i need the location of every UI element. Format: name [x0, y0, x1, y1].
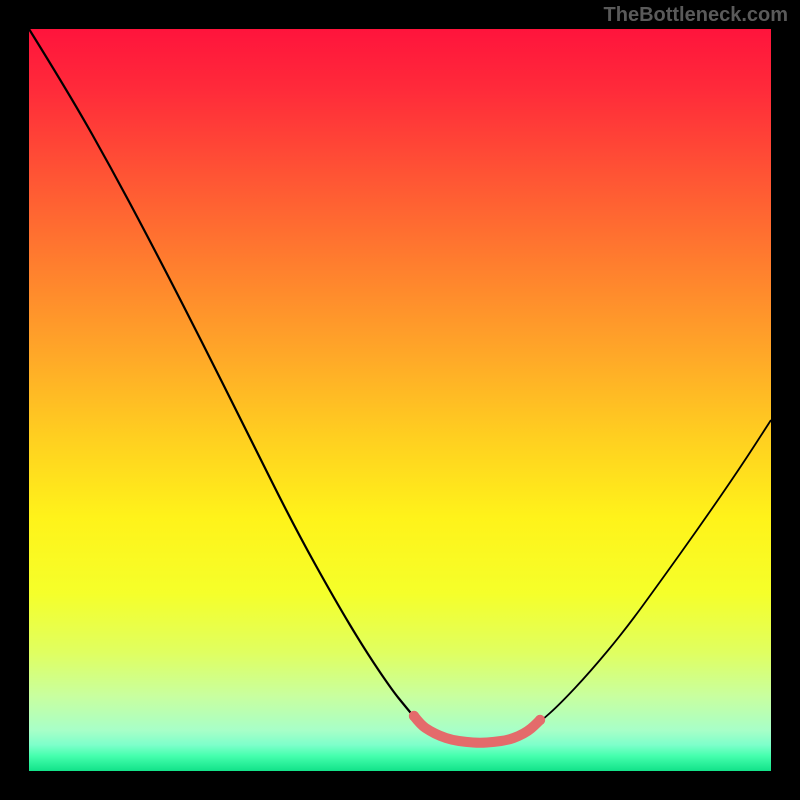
watermark-text: TheBottleneck.com [604, 4, 788, 27]
chart-plot-background [29, 29, 771, 771]
chart-svg [0, 0, 800, 800]
chart-stage: TheBottleneck.com [0, 0, 800, 800]
